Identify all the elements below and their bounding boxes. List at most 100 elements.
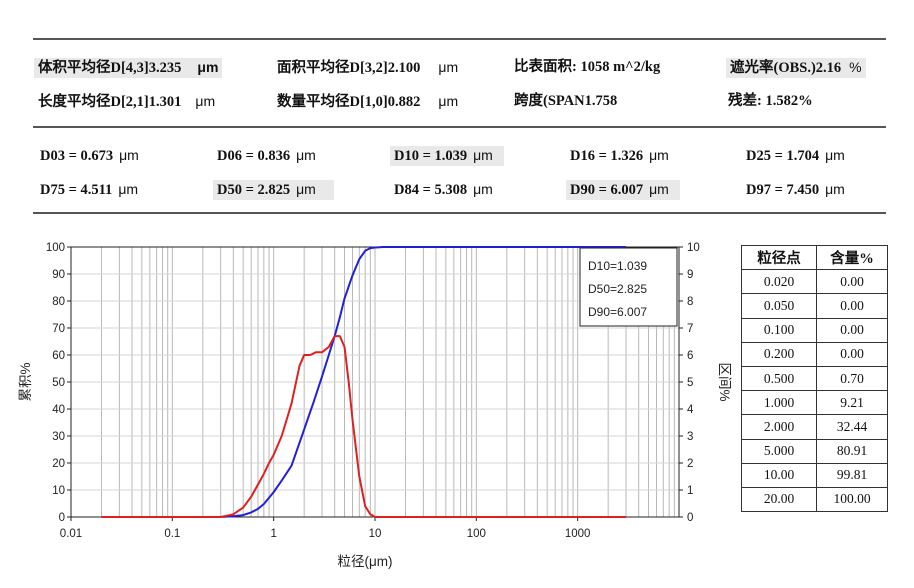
content-cell: 100.00	[816, 486, 888, 513]
x-tick-label: 10	[369, 528, 382, 540]
obs-unit: %	[849, 59, 862, 75]
percentile-d03: D03 = 0.673 μm	[40, 146, 139, 165]
y-axis-right-label: 区间%	[717, 362, 732, 401]
residual-label: 残差:	[728, 93, 762, 109]
vol-mean-value: 3.235	[148, 60, 182, 76]
percentile-d75: D75 = 4.511 μm	[40, 180, 138, 199]
size-cell: 0.200	[741, 341, 817, 367]
content-cell: 0.00	[816, 269, 888, 295]
table-row: 0.200 0.00	[741, 341, 888, 367]
table-header-row: 粒径点 含量%	[741, 244, 888, 271]
size-cell: 0.500	[741, 365, 817, 392]
content-cell: 99.81	[816, 462, 888, 488]
percentile-unit: μm	[825, 147, 845, 163]
y-right-tick-label: 2	[687, 458, 693, 470]
y-left-tick-label: 100	[46, 242, 65, 254]
percentile-d06: D06 = 0.836 μm	[217, 146, 316, 165]
y-left-tick-label: 20	[52, 458, 65, 470]
span-value: 1.758	[584, 93, 618, 109]
residual: 残差: 1.582%	[728, 92, 813, 110]
table-header-size: 粒径点	[741, 244, 817, 271]
percentile-d10: D10 = 1.039 μm	[390, 146, 505, 166]
percentile-unit: μm	[296, 147, 316, 163]
y-right-tick-label: 5	[687, 377, 693, 389]
content-cell: 32.44	[816, 414, 888, 440]
chart-series	[101, 246, 627, 518]
size-content-table: 粒径点 含量% 0.020 0.00 0.050 0.00 0.100 0.00 0.…	[741, 244, 888, 513]
size-cell: 10.00	[741, 462, 817, 488]
top-rule	[33, 38, 886, 40]
percentile-unit: μm	[296, 181, 316, 197]
obs-value: 2.16	[815, 60, 842, 76]
series-line-cumulative	[101, 246, 627, 518]
ssa-unit: m^2/kg	[613, 59, 661, 75]
size-cell: 5.000	[741, 438, 817, 464]
obs-label: 遮光率(OBS.)	[730, 60, 816, 76]
x-tick-label: 100	[467, 528, 486, 540]
x-tick-label: 1000	[565, 528, 591, 540]
len-mean-label: 长度平均径D[2,1]	[38, 94, 149, 110]
percentile-label: D97 = 7.450	[746, 182, 820, 198]
legend-frame	[579, 247, 678, 327]
content-cell: 0.00	[816, 317, 888, 343]
y-left-tick-label: 60	[52, 350, 65, 362]
percentile-label: D16 = 1.326	[570, 148, 644, 164]
ssa-value: 1058	[580, 59, 610, 75]
percentile-label: D25 = 1.704	[746, 148, 820, 164]
num-mean-unit: μm	[438, 93, 459, 109]
percentile-label: D03 = 0.673	[40, 148, 114, 164]
y-left-tick-label: 90	[52, 269, 65, 281]
ssa-label: 比表面积:	[514, 59, 577, 75]
percentile-unit: μm	[473, 147, 493, 163]
content-cell: 0.00	[816, 341, 888, 367]
specific-surface-area: 比表面积: 1058 m^2/kg	[514, 58, 660, 76]
residual-value: 1.582%	[765, 93, 813, 109]
x-tick-label: 0.01	[60, 528, 82, 540]
legend-d10: D10=1.039	[588, 259, 647, 273]
percentile-unit: μm	[473, 181, 493, 197]
area-mean: 面积平均径D[3,2]2.100 μm	[277, 58, 458, 77]
span-label: 跨度(SPAN	[514, 93, 585, 109]
table-row: 0.500 0.70	[741, 365, 888, 392]
percentile-d16: D16 = 1.326 μm	[570, 146, 669, 165]
content-cell: 9.21	[816, 390, 888, 416]
size-cell: 2.000	[741, 414, 817, 440]
x-tick-label: 0.1	[164, 528, 180, 540]
y-left-tick-label: 10	[52, 485, 65, 497]
percentile-d50: D50 = 2.825 μm	[213, 180, 335, 200]
table-row: 20.00 100.00	[741, 486, 888, 513]
span: 跨度(SPAN1.758	[514, 92, 617, 110]
percentile-unit: μm	[118, 181, 139, 197]
y-left-tick-label: 30	[52, 431, 65, 443]
y-right-tick-label: 9	[687, 269, 693, 281]
percentile-label: D75 = 4.511	[40, 182, 113, 198]
percentile-d84: D84 = 5.308 μm	[394, 180, 493, 199]
y-right-tick-label: 8	[687, 296, 693, 308]
y-left-tick-label: 50	[52, 377, 65, 389]
percentile-label: D84 = 5.308	[394, 182, 468, 198]
percentile-label: D06 = 0.836	[217, 148, 291, 164]
chart-legend-box: D10=1.039 D50=2.825 D90=6.007	[579, 247, 678, 327]
content-cell: 0.00	[816, 293, 888, 319]
area-mean-unit: μm	[438, 59, 459, 75]
axis-ticks: 0.01 0.1 1 10 100 100001020304050607080901000…	[46, 242, 700, 540]
percentile-label: D10 = 1.039	[394, 148, 468, 164]
y-right-tick-label: 6	[687, 350, 693, 362]
vol-mean-unit: μm	[197, 59, 219, 75]
y-right-tick-label: 7	[687, 323, 693, 335]
y-right-tick-label: 3	[687, 431, 693, 443]
table-row: 10.00 99.81	[741, 462, 888, 488]
vol-mean: 体积平均径D[4,3]3.235 μm	[34, 58, 223, 78]
len-mean-unit: μm	[195, 93, 216, 109]
num-mean-value: 0.882	[387, 94, 421, 110]
size-cell: 0.050	[741, 293, 817, 319]
percentile-unit: μm	[649, 181, 669, 197]
size-cell: 20.00	[741, 486, 817, 513]
percentile-d25: D25 = 1.704 μm	[746, 146, 845, 165]
content-cell: 80.91	[816, 438, 888, 464]
x-tick-label: 1	[270, 528, 276, 540]
legend-d90: D90=6.007	[588, 305, 647, 319]
table-row: 5.000 80.91	[741, 438, 888, 464]
area-mean-value: 2.100	[387, 60, 421, 76]
